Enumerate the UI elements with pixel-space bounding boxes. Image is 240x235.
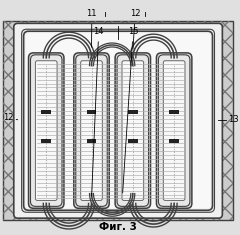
Bar — [3, 21, 233, 220]
Bar — [169, 110, 179, 114]
Text: 12: 12 — [130, 9, 140, 49]
Bar — [128, 139, 138, 143]
Bar — [169, 139, 179, 143]
Bar — [128, 110, 138, 114]
Bar — [87, 110, 96, 114]
Text: 11: 11 — [87, 9, 97, 47]
FancyBboxPatch shape — [81, 61, 102, 200]
Text: Фиг. 3: Фиг. 3 — [99, 222, 137, 232]
FancyBboxPatch shape — [117, 55, 149, 206]
FancyBboxPatch shape — [156, 53, 192, 208]
Bar — [41, 110, 51, 114]
FancyBboxPatch shape — [30, 55, 62, 206]
FancyBboxPatch shape — [115, 53, 150, 208]
Bar — [3, 21, 233, 220]
FancyBboxPatch shape — [122, 61, 144, 200]
Text: 15: 15 — [123, 27, 138, 193]
FancyBboxPatch shape — [36, 61, 57, 200]
FancyBboxPatch shape — [26, 33, 210, 208]
FancyBboxPatch shape — [163, 61, 185, 200]
Bar — [87, 139, 96, 143]
FancyBboxPatch shape — [29, 53, 64, 208]
Text: 12: 12 — [3, 113, 18, 122]
FancyBboxPatch shape — [74, 53, 109, 208]
FancyBboxPatch shape — [76, 55, 107, 206]
Text: 13: 13 — [228, 115, 239, 124]
Bar — [41, 139, 51, 143]
Text: 14: 14 — [92, 27, 104, 196]
FancyBboxPatch shape — [14, 23, 222, 218]
FancyBboxPatch shape — [158, 55, 190, 206]
